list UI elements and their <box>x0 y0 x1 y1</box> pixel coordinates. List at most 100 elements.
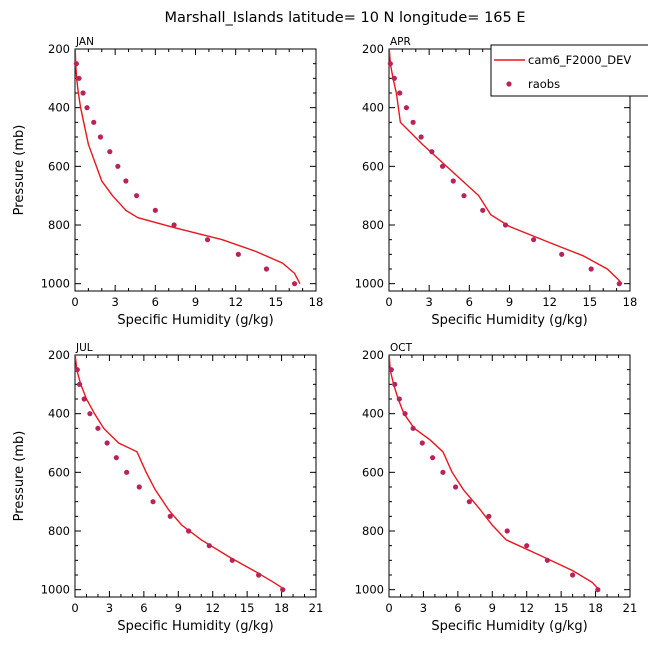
series-line-model <box>75 355 286 591</box>
figure-title: Marshall_Islands latitude= 10 N longitud… <box>164 10 525 26</box>
x-tick-label: 9 <box>506 295 513 309</box>
x-tick-label: 18 <box>309 295 324 309</box>
x-tick-label: 12 <box>542 295 557 309</box>
x-tick-label: 3 <box>426 295 433 309</box>
x-tick-label: 3 <box>420 601 427 615</box>
y-tick-label: 1000 <box>355 277 384 291</box>
x-tick-label: 9 <box>175 601 182 615</box>
raobs-point <box>616 281 622 287</box>
raobs-point <box>124 469 130 475</box>
raobs-point <box>452 484 459 490</box>
raobs-point <box>502 222 509 228</box>
series-line-model <box>75 49 301 284</box>
x-tick-label: 3 <box>106 601 113 615</box>
raobs-point <box>229 557 235 563</box>
raobs-point <box>256 572 262 578</box>
y-tick-label: 800 <box>48 524 70 538</box>
raobs-point <box>150 499 156 505</box>
x-tick-label: 0 <box>71 601 78 615</box>
x-tick-label: 12 <box>205 601 220 615</box>
raobs-point <box>570 572 576 578</box>
panel-label: JAN <box>75 36 94 48</box>
x-tick-label: 0 <box>385 295 392 309</box>
raobs-point <box>388 367 394 373</box>
raobs-point <box>280 587 286 593</box>
panel-label: JUL <box>75 342 93 354</box>
raobs-point <box>531 237 537 243</box>
x-tick-label: 15 <box>583 295 598 309</box>
legend-entry-model: cam6_F2000_DEV <box>528 53 631 67</box>
y-tick-label: 400 <box>48 101 70 115</box>
panel-jul: JUL 0 3 6 9 12 15 18 21 200 400 600 800 1000 Specific … <box>12 342 323 634</box>
raobs-point <box>524 543 530 549</box>
x-tick-label: 9 <box>192 295 199 309</box>
x-tick-label: 18 <box>623 295 638 309</box>
raobs-point <box>419 440 425 446</box>
panel-apr: APR 0 3 6 9 12 15 18 200 400 600 800 1000 Specific Hu… <box>355 36 638 328</box>
panel-label: APR <box>390 36 411 48</box>
plot-frame <box>74 354 317 598</box>
x-tick-label: 15 <box>554 601 569 615</box>
y-tick-label: 400 <box>362 407 384 421</box>
x-axis-label: Specific Humidity (g/kg) <box>117 619 273 634</box>
raobs-point <box>136 484 142 490</box>
x-tick-label: 0 <box>71 295 78 309</box>
raobs-point <box>84 105 90 111</box>
plot-frame <box>74 48 317 292</box>
x-tick-label: 6 <box>152 295 159 309</box>
x-tick-label: 15 <box>269 295 284 309</box>
y-tick-label: 800 <box>362 524 384 538</box>
raobs-point <box>80 90 86 96</box>
raobs-point <box>504 528 510 534</box>
raobs-point <box>588 266 594 272</box>
raobs-point <box>430 455 436 461</box>
raobs-point <box>235 251 241 257</box>
raobs-point <box>206 543 212 549</box>
y-tick-label: 200 <box>48 42 70 56</box>
raobs-point <box>123 178 129 184</box>
y-tick-label: 200 <box>362 348 384 362</box>
x-tick-label: 12 <box>519 601 534 615</box>
legend-box <box>490 44 648 97</box>
raobs-point <box>291 281 298 287</box>
raobs-point <box>115 163 121 169</box>
raobs-point <box>410 425 416 431</box>
raobs-point <box>97 134 104 140</box>
raobs-point <box>133 193 140 199</box>
raobs-point <box>171 222 177 228</box>
raobs-point <box>87 411 93 417</box>
raobs-point <box>461 193 467 199</box>
raobs-point <box>466 499 472 505</box>
y-tick-label: 200 <box>362 42 384 56</box>
series-line-model <box>389 49 623 285</box>
raobs-point <box>403 105 410 111</box>
x-tick-label: 18 <box>274 601 289 615</box>
y-tick-label: 1000 <box>41 583 70 597</box>
raobs-point <box>204 237 211 243</box>
raobs-point <box>104 440 110 446</box>
raobs-point <box>186 528 192 534</box>
raobs-point <box>480 207 486 213</box>
y-tick-label: 200 <box>48 348 70 362</box>
legend-entry-raobs: raobs <box>528 77 560 91</box>
y-tick-label: 1000 <box>41 277 70 291</box>
raobs-point <box>410 119 416 125</box>
panel-jan: JAN 0 3 6 9 12 15 18 200 400 600 800 1000 Specific Hu… <box>12 36 323 328</box>
y-tick-label: 400 <box>362 101 384 115</box>
raobs-point <box>392 381 398 387</box>
legend-marker-swatch <box>506 81 512 87</box>
raobs-point <box>559 251 565 257</box>
raobs-point <box>391 75 397 81</box>
raobs-point <box>450 178 456 184</box>
x-tick-label: 18 <box>588 601 603 615</box>
y-axis-label: Pressure (mb) <box>12 431 27 522</box>
raobs-point <box>107 149 113 155</box>
raobs-point <box>81 396 87 402</box>
y-axis-label: Pressure (mb) <box>12 125 27 216</box>
raobs-point <box>152 207 158 213</box>
y-tick-label: 800 <box>48 218 70 232</box>
raobs-point <box>387 61 393 67</box>
x-tick-label: 6 <box>140 601 147 615</box>
